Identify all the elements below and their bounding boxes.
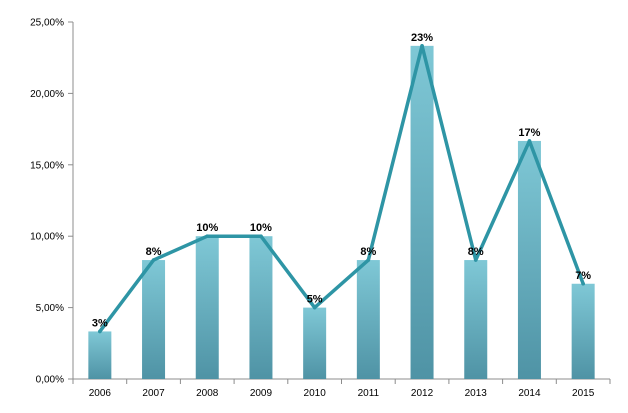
bar xyxy=(410,45,434,380)
line-series xyxy=(98,44,585,334)
y-tick-label: 10,00% xyxy=(30,232,64,243)
bar xyxy=(195,236,219,379)
y-tick-label: 15,00% xyxy=(30,160,64,171)
line-point xyxy=(98,329,102,334)
data-label: 5% xyxy=(307,294,323,306)
x-tick-label: 2012 xyxy=(411,388,434,399)
data-label: 7% xyxy=(575,270,591,282)
data-label: 8% xyxy=(468,246,484,258)
line-point xyxy=(527,139,532,143)
y-tick-label: 5,00% xyxy=(36,303,64,314)
bar xyxy=(249,236,273,379)
y-tick-label: 25,00% xyxy=(30,18,64,29)
y-tick-label: 20,00% xyxy=(30,89,64,100)
x-tick-label: 2011 xyxy=(358,388,380,399)
data-label: 8% xyxy=(360,246,376,258)
bar xyxy=(303,307,327,379)
data-labels: 3% 8% 10% 10% 5% 8% 23% 8% 17% 7% xyxy=(92,32,591,330)
x-tick-label: 2014 xyxy=(518,388,541,399)
line-point xyxy=(366,258,371,262)
line-point xyxy=(205,234,210,238)
trend-line xyxy=(98,44,585,334)
x-tick-label: 2007 xyxy=(142,388,165,399)
bar xyxy=(88,331,112,379)
data-label: 8% xyxy=(146,246,162,258)
bars xyxy=(88,45,595,380)
line-point xyxy=(312,305,317,310)
line-point xyxy=(151,258,156,262)
data-label: 23% xyxy=(411,32,433,44)
x-tick-label: 2006 xyxy=(89,388,112,399)
data-label: 10% xyxy=(196,222,218,234)
bar xyxy=(517,140,541,379)
axes: 0,00% 5,00% 10,00% 15,00% 20,00% 25,00% 2006 20… xyxy=(30,18,611,399)
x-tick-label: 2008 xyxy=(196,388,219,399)
bar xyxy=(356,260,380,379)
data-label: 17% xyxy=(518,127,540,139)
x-tick-label: 2010 xyxy=(304,388,327,399)
data-label: 3% xyxy=(92,317,108,329)
bar xyxy=(464,260,488,379)
x-tick-label: 2015 xyxy=(572,388,595,399)
line-point xyxy=(259,234,263,238)
line-point xyxy=(581,281,585,286)
y-tick-label: 0,00% xyxy=(36,375,64,386)
x-tick-label: 2013 xyxy=(465,388,488,399)
bar xyxy=(142,260,166,379)
line-point xyxy=(473,258,478,262)
data-label: 10% xyxy=(250,222,272,234)
bar xyxy=(571,283,595,379)
line-point xyxy=(420,44,424,48)
x-tick-label: 2009 xyxy=(250,388,273,399)
